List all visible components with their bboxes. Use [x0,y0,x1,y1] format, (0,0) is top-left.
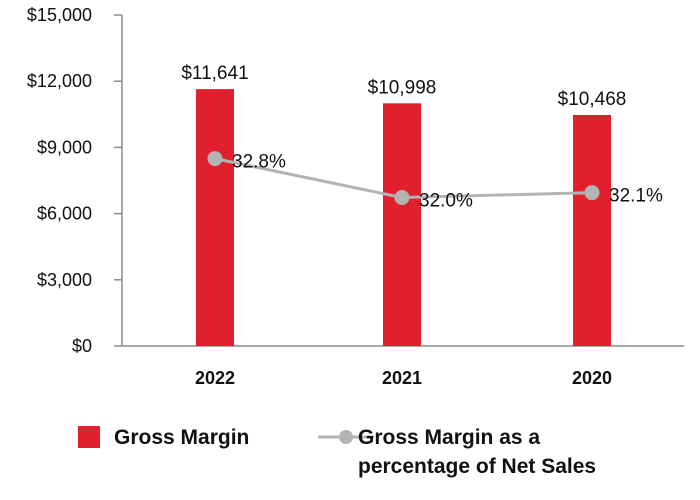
x-tick-label: 2022 [195,368,235,388]
percentage-line [207,151,600,206]
bar-value-label: $10,998 [368,77,437,98]
bar-value-labels: $11,641 $10,998 $10,468 [181,63,626,110]
percentage-point [584,185,600,201]
bar-value-label: $10,468 [558,89,627,110]
bars [196,89,611,347]
bar [573,115,611,346]
y-axis: $0 $3,000 $6,000 $9,000 $12,000 $15,000 [27,5,123,356]
y-tick-label: $15,000 [27,5,92,25]
percentage-label: 32.1% [609,186,663,207]
percentage-label: 32.8% [232,152,286,173]
y-tick-label: $3,000 [37,270,92,290]
percentage-label: 32.0% [419,191,473,212]
y-tick-label: $6,000 [37,204,92,224]
y-tick-label: $9,000 [37,137,92,157]
percentage-point [207,151,223,167]
x-axis: 2022 2021 2020 [122,345,684,388]
x-tick-label: 2021 [382,368,422,388]
bar [383,103,421,347]
y-tick-label: $12,000 [27,71,92,91]
percentage-point [394,190,410,206]
percentage-labels: 32.8% 32.0% 32.1% [232,152,663,212]
bar [196,89,234,346]
x-tick-label: 2020 [572,368,612,388]
y-tick-label: $0 [72,336,92,356]
bar-value-label: $11,641 [181,63,248,84]
